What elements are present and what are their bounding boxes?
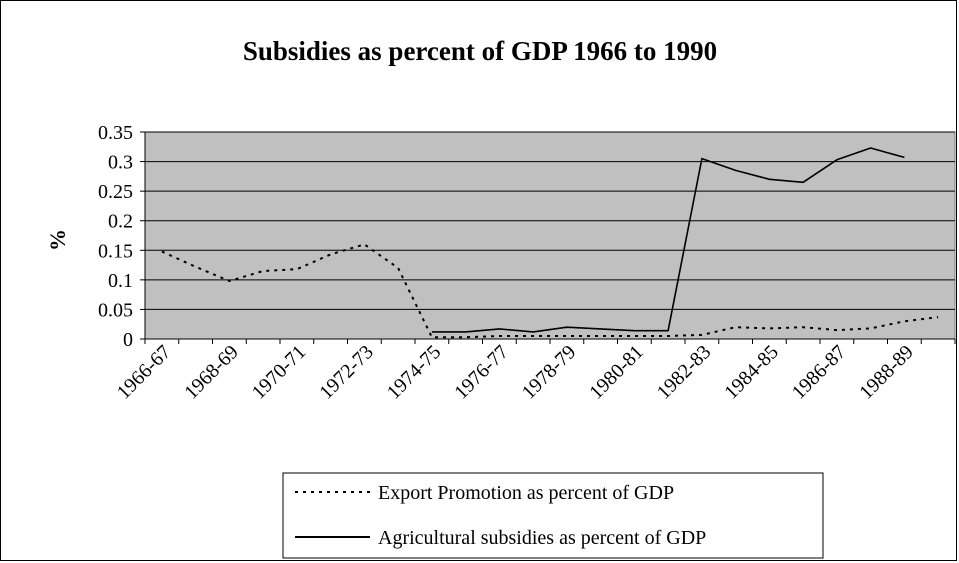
series-line-agricultural-subsidies [431, 147, 905, 333]
y-tick-label: 0.3 [108, 152, 133, 174]
legend-label-agri: Agricultural subsidies as percent of GDP [378, 527, 706, 549]
x-tick-labels: 1966-67 1968-69 1970-71 1972-73 1974-75 1976-… [113, 341, 918, 404]
x-tick-label: 1986-87 [788, 341, 851, 404]
chart-title: Subsidies as percent of GDP 1966 to 1990 [243, 36, 717, 66]
x-tick-label: 1976-77 [450, 341, 513, 404]
y-tick-labels: 0 0.05 0.1 0.15 0.2 0.25 0.3 0.35 [98, 122, 133, 351]
x-tick-label: 1978-79 [518, 341, 581, 404]
y-tick-label: 0.1 [108, 270, 133, 292]
y-tick-label: 0.05 [98, 299, 133, 321]
gridlines [140, 131, 955, 340]
x-tick-label: 1982-83 [653, 341, 716, 404]
y-tick-label: 0.15 [98, 240, 133, 262]
axes [144, 132, 956, 344]
y-tick-label: 0.35 [98, 122, 133, 144]
x-tick-label: 1984-85 [720, 341, 783, 404]
y-tick-label: 0 [123, 329, 133, 351]
x-tick-label: 1970-71 [248, 341, 311, 404]
x-tick-label: 1974-75 [383, 341, 446, 404]
series-line-export-promotion [161, 243, 939, 339]
x-tick-label: 1968-69 [180, 341, 243, 404]
legend: Export Promotion as percent of GDP Agric… [282, 472, 824, 559]
x-tick-label: 1972-73 [315, 341, 378, 404]
x-tick-label: 1988-89 [855, 341, 918, 404]
y-axis-label: % [45, 229, 70, 251]
series-lines [161, 147, 939, 339]
y-tick-label: 0.25 [98, 181, 133, 203]
legend-label-export: Export Promotion as percent of GDP [378, 482, 674, 504]
legend-box [282, 472, 824, 559]
y-tick-label: 0.2 [108, 211, 133, 233]
plot-area [144, 131, 956, 340]
x-tick-label: 1980-81 [585, 341, 648, 404]
